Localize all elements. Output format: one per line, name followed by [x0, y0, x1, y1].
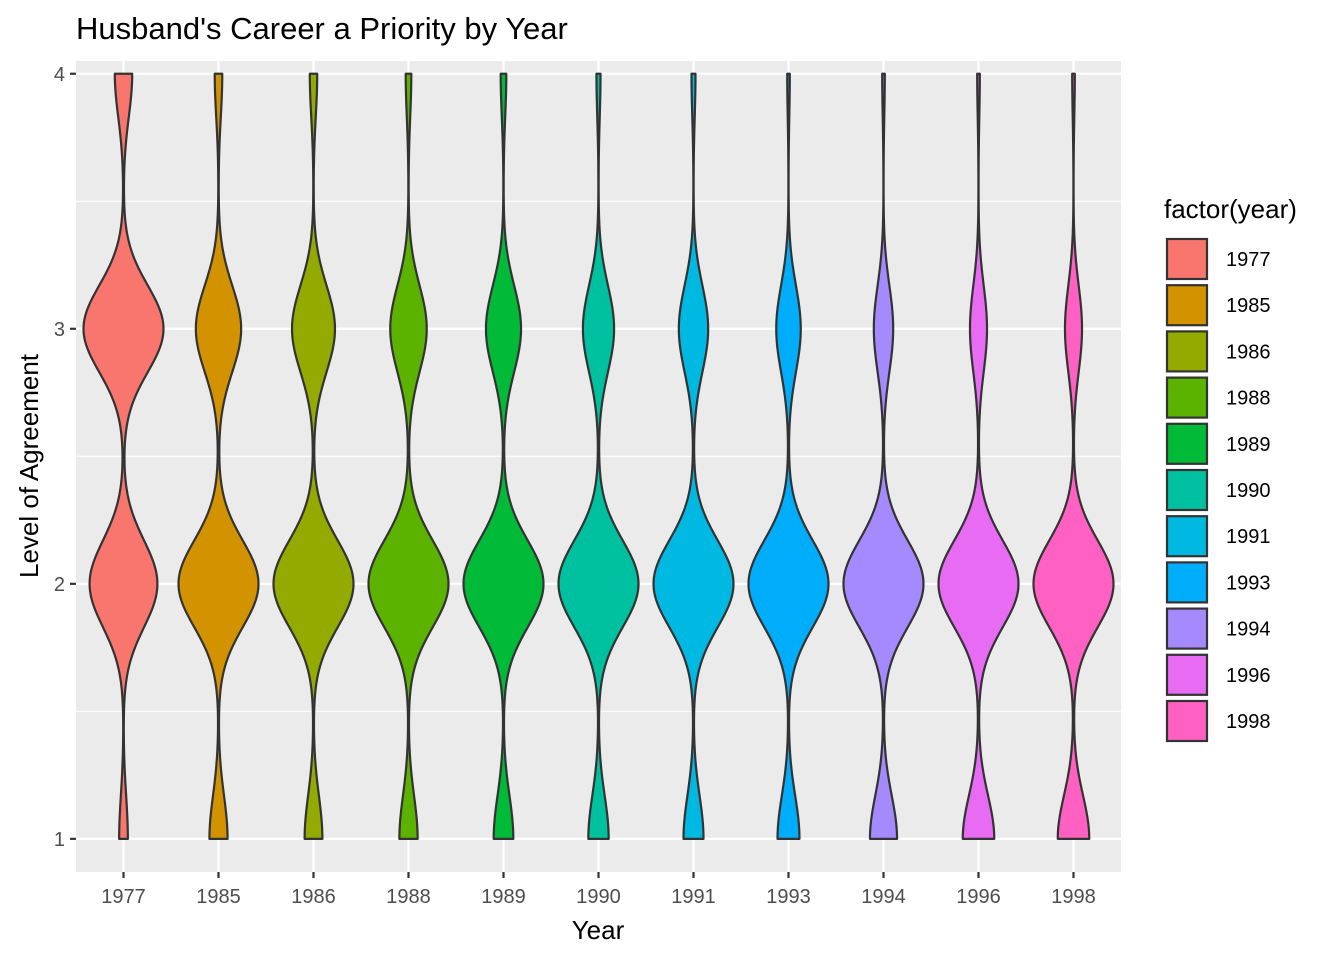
- y-axis-title: Level of Agreement: [14, 353, 44, 578]
- violin-group: [82, 72, 1115, 840]
- x-tick-label: 1994: [861, 886, 906, 908]
- x-tick-label: 1996: [956, 886, 1001, 908]
- legend-swatch-1998: [1165, 699, 1209, 743]
- violin-1985: [177, 72, 260, 840]
- x-tick-label: 1986: [291, 886, 336, 908]
- legend-title: factor(year): [1164, 194, 1297, 224]
- legend-items: 1977 1985 1986 1988 1989 1990 1991 1993 1994 1996…: [1165, 237, 1271, 743]
- legend-swatch-1985: [1165, 284, 1209, 327]
- legend-label-1994: 1994: [1226, 619, 1271, 641]
- y-tick-label: 2: [54, 574, 65, 596]
- legend-swatch-1996: [1165, 653, 1209, 696]
- violin-1986: [272, 72, 355, 840]
- violin-1991: [652, 72, 735, 840]
- legend-swatch-1994: [1165, 607, 1209, 650]
- legend-label-1996: 1996: [1226, 665, 1271, 687]
- legend-label-1990: 1990: [1226, 480, 1271, 502]
- violin-1989: [462, 72, 545, 840]
- legend-label-1988: 1988: [1226, 388, 1271, 410]
- violin-1998: [1032, 72, 1115, 840]
- violin-1988: [367, 72, 450, 840]
- x-tick-label: 1998: [1051, 886, 1096, 908]
- chart-title: Husband's Career a Priority by Year: [76, 11, 568, 46]
- violin-1996: [937, 72, 1020, 840]
- legend-swatch-1989: [1165, 422, 1209, 465]
- x-tick-label: 1989: [481, 886, 526, 908]
- x-axis-title: Year: [572, 915, 625, 945]
- legend-label-1986: 1986: [1226, 341, 1271, 363]
- x-tick-label: 1988: [386, 886, 431, 908]
- violin-1993: [747, 72, 830, 840]
- x-tick-label: 1990: [576, 886, 621, 908]
- legend-swatch-1977: [1165, 237, 1209, 281]
- x-tick-label: 1985: [196, 886, 241, 908]
- legend-swatch-1988: [1165, 376, 1209, 419]
- y-axis: 1 2 3 4: [54, 64, 76, 851]
- legend-label-1989: 1989: [1226, 434, 1271, 456]
- violin-1977: [82, 72, 165, 840]
- x-tick-label: 1977: [101, 886, 146, 908]
- legend-label-1991: 1991: [1226, 526, 1271, 548]
- legend-label-1993: 1993: [1226, 572, 1271, 594]
- x-tick-label: 1991: [671, 886, 716, 908]
- legend-swatch-1993: [1165, 561, 1209, 604]
- legend-label-1985: 1985: [1226, 295, 1271, 317]
- legend-label-1977: 1977: [1226, 249, 1271, 271]
- y-tick-label: 4: [54, 64, 65, 86]
- y-tick-label: 3: [54, 319, 65, 341]
- legend: factor(year) 1977 1985 1986 1988 1989 1990 199…: [1164, 194, 1297, 743]
- legend-swatch-1991: [1165, 515, 1209, 558]
- x-axis: 1977 1985 1986 1988 1989 1990 1991 1993 1994 1996…: [101, 872, 1096, 908]
- legend-swatch-1990: [1165, 468, 1209, 512]
- y-tick-label: 1: [54, 829, 65, 851]
- x-tick-label: 1993: [766, 886, 811, 908]
- violin-1990: [557, 72, 640, 840]
- legend-label-1998: 1998: [1226, 711, 1271, 733]
- violin-1994: [842, 72, 925, 840]
- legend-swatch-1986: [1165, 330, 1209, 373]
